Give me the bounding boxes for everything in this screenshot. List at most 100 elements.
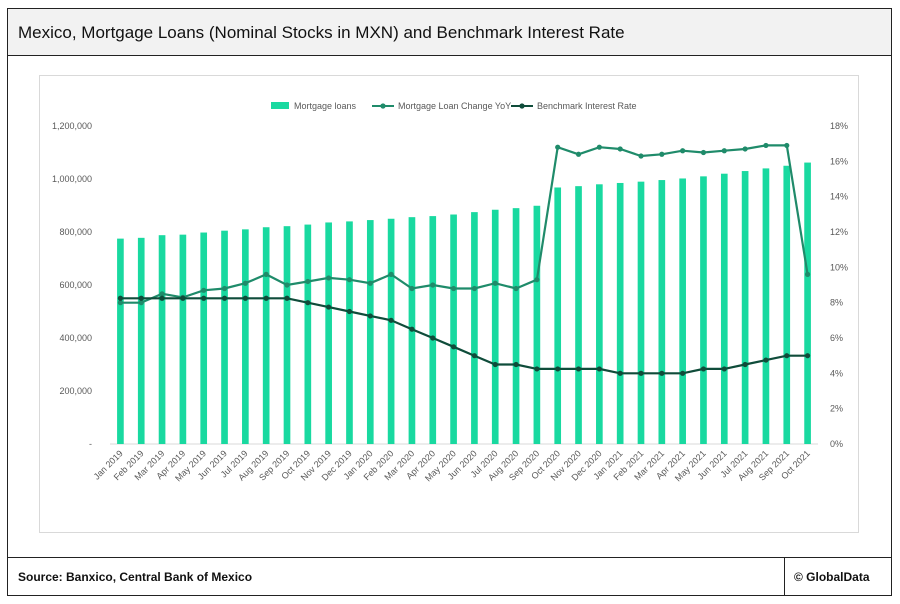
point-benchmark-rate [784, 353, 790, 359]
point-mortgage-change-yoy [263, 271, 269, 277]
point-benchmark-rate [471, 353, 478, 359]
point-mortgage-change-yoy [492, 280, 498, 286]
legend-label: Benchmark Interest Rate [537, 101, 637, 111]
legend-swatch-mortgage-loans [271, 102, 289, 109]
bar-mortgage-loans [179, 234, 187, 444]
point-benchmark-rate [201, 295, 207, 301]
point-mortgage-change-yoy [680, 148, 686, 154]
point-mortgage-change-yoy [284, 282, 290, 288]
point-benchmark-rate [263, 295, 269, 301]
source-note: Source: Banxico, Central Bank of Mexico [18, 570, 253, 584]
point-mortgage-change-yoy [617, 146, 623, 152]
point-mortgage-change-yoy [742, 146, 748, 152]
bar-mortgage-loans [512, 208, 520, 444]
y-left-tick-label: 800,000 [59, 227, 92, 237]
point-benchmark-rate [680, 370, 686, 376]
point-benchmark-rate [638, 370, 644, 376]
legend-label: Mortgage Loan Change YoY [398, 101, 511, 111]
y-right-tick-label: 2% [830, 404, 843, 414]
point-mortgage-change-yoy [138, 300, 144, 306]
point-benchmark-rate [430, 335, 436, 341]
y-right-tick-label: 16% [830, 156, 848, 166]
point-mortgage-change-yoy [159, 291, 165, 297]
point-benchmark-rate [180, 295, 186, 301]
point-benchmark-rate [305, 300, 311, 306]
point-mortgage-change-yoy [534, 277, 540, 283]
point-mortgage-change-yoy [784, 142, 790, 149]
bar-mortgage-loans [117, 238, 124, 444]
bar-mortgage-loans [658, 180, 666, 444]
bar-mortgage-loans [616, 182, 624, 444]
point-benchmark-rate [284, 295, 290, 301]
footer: Source: Banxico, Central Bank of Mexico … [8, 557, 891, 595]
y-right-tick-label: 8% [830, 298, 843, 308]
point-mortgage-change-yoy [430, 282, 436, 288]
y-right-tick-label: 4% [830, 368, 843, 378]
bar-mortgage-loans [720, 173, 728, 444]
y-left-tick-label: 1,000,000 [52, 174, 92, 184]
bar-mortgage-loans [575, 186, 582, 444]
point-mortgage-change-yoy [513, 285, 519, 292]
line-mortgage-change-yoy [120, 144, 809, 304]
point-mortgage-change-yoy [367, 280, 373, 286]
bar-mortgage-loans [325, 222, 332, 444]
bar-mortgage-loans [741, 171, 749, 445]
bar-mortgage-loans [137, 237, 145, 444]
legend-label: Mortgage loans [294, 101, 357, 111]
bar-mortgage-loans [262, 227, 270, 444]
point-mortgage-change-yoy [242, 280, 248, 286]
credit-label: © GlobalData [794, 570, 870, 584]
bar-mortgage-loans [346, 221, 353, 444]
point-benchmark-rate [575, 366, 582, 372]
y-left-tick-label: 600,000 [59, 280, 92, 290]
point-benchmark-rate [367, 313, 373, 319]
figure-frame: Mexico, Mortgage Loans (Nominal Stocks i… [7, 8, 892, 596]
point-mortgage-change-yoy [575, 151, 582, 157]
point-benchmark-rate [346, 308, 353, 315]
point-benchmark-rate [700, 366, 707, 372]
y-right-tick-label: 6% [830, 333, 843, 343]
bar-mortgage-loans [783, 165, 791, 444]
bar-mortgage-loans [596, 184, 603, 445]
point-benchmark-rate [721, 366, 727, 372]
chart-title: Mexico, Mortgage Loans (Nominal Stocks i… [18, 23, 625, 42]
point-mortgage-change-yoy [305, 278, 311, 285]
y-right-tick-label: 12% [830, 227, 848, 237]
bar-mortgage-loans [533, 205, 541, 444]
point-benchmark-rate [242, 295, 248, 301]
point-benchmark-rate [534, 366, 540, 372]
bar-mortgage-loans [679, 178, 686, 444]
point-benchmark-rate [617, 370, 623, 376]
y-right-tick-label: 10% [830, 262, 848, 272]
point-mortgage-change-yoy [700, 149, 707, 156]
point-mortgage-change-yoy [721, 148, 727, 154]
bar-mortgage-loans [158, 235, 166, 444]
bar-mortgage-loans [304, 224, 312, 444]
y-right-tick-label: 0% [830, 439, 843, 449]
bar-mortgage-loans [804, 162, 811, 444]
point-benchmark-rate [804, 353, 811, 359]
bar-mortgage-loans [283, 226, 291, 444]
point-benchmark-rate [388, 317, 394, 323]
point-mortgage-change-yoy [388, 271, 394, 277]
line-benchmark-rate [120, 297, 808, 375]
point-mortgage-change-yoy [804, 271, 811, 277]
point-benchmark-rate [596, 366, 602, 372]
bar-mortgage-loans [471, 212, 478, 444]
y-right-tick-label: 14% [830, 192, 848, 202]
point-mortgage-change-yoy [638, 153, 644, 159]
point-benchmark-rate [117, 295, 124, 301]
y-left-tick-label: 200,000 [59, 386, 92, 396]
bar-mortgage-loans [387, 218, 395, 444]
point-benchmark-rate [555, 366, 561, 372]
point-benchmark-rate [659, 370, 665, 376]
point-benchmark-rate [159, 295, 165, 301]
point-benchmark-rate [138, 295, 144, 301]
point-mortgage-change-yoy [596, 144, 602, 150]
point-benchmark-rate [763, 357, 769, 363]
chart-area: - 200,000 400,000 600,000 800,000 1,000,000 1,… [39, 75, 859, 533]
point-mortgage-change-yoy [201, 287, 207, 293]
point-mortgage-change-yoy [409, 285, 415, 292]
y-left-tick-label: - [89, 439, 92, 449]
point-mortgage-change-yoy [555, 144, 561, 150]
